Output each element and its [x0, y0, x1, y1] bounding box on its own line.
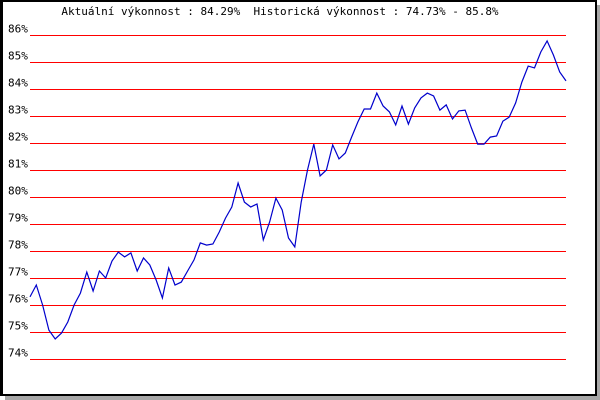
- y-tick-label: 81%: [8, 158, 28, 171]
- historic-range: 74.73% - 85.8%: [405, 5, 499, 18]
- y-tick-label: 85%: [8, 50, 28, 63]
- y-tick-label: 79%: [8, 212, 28, 225]
- current-value: 84.29%: [200, 5, 241, 18]
- y-tick-label: 78%: [8, 239, 28, 252]
- y-tick-label: 82%: [8, 131, 28, 144]
- y-tick-label: 76%: [8, 293, 28, 306]
- chart-title: Aktuální výkonnost : 84.29% Historická v…: [61, 5, 499, 18]
- historic-label: Historická výkonnost: [253, 5, 386, 18]
- y-tick-label: 86%: [8, 23, 28, 36]
- y-tick-label: 80%: [8, 185, 28, 198]
- y-tick-label: 75%: [8, 320, 28, 333]
- performance-line: [29, 39, 567, 340]
- y-tick-label: 83%: [8, 104, 28, 117]
- y-tick-label: 74%: [8, 347, 28, 360]
- y-tick-label: 84%: [8, 77, 28, 90]
- y-tick-label: 77%: [8, 266, 28, 279]
- current-label: Aktuální výkonnost: [61, 5, 181, 18]
